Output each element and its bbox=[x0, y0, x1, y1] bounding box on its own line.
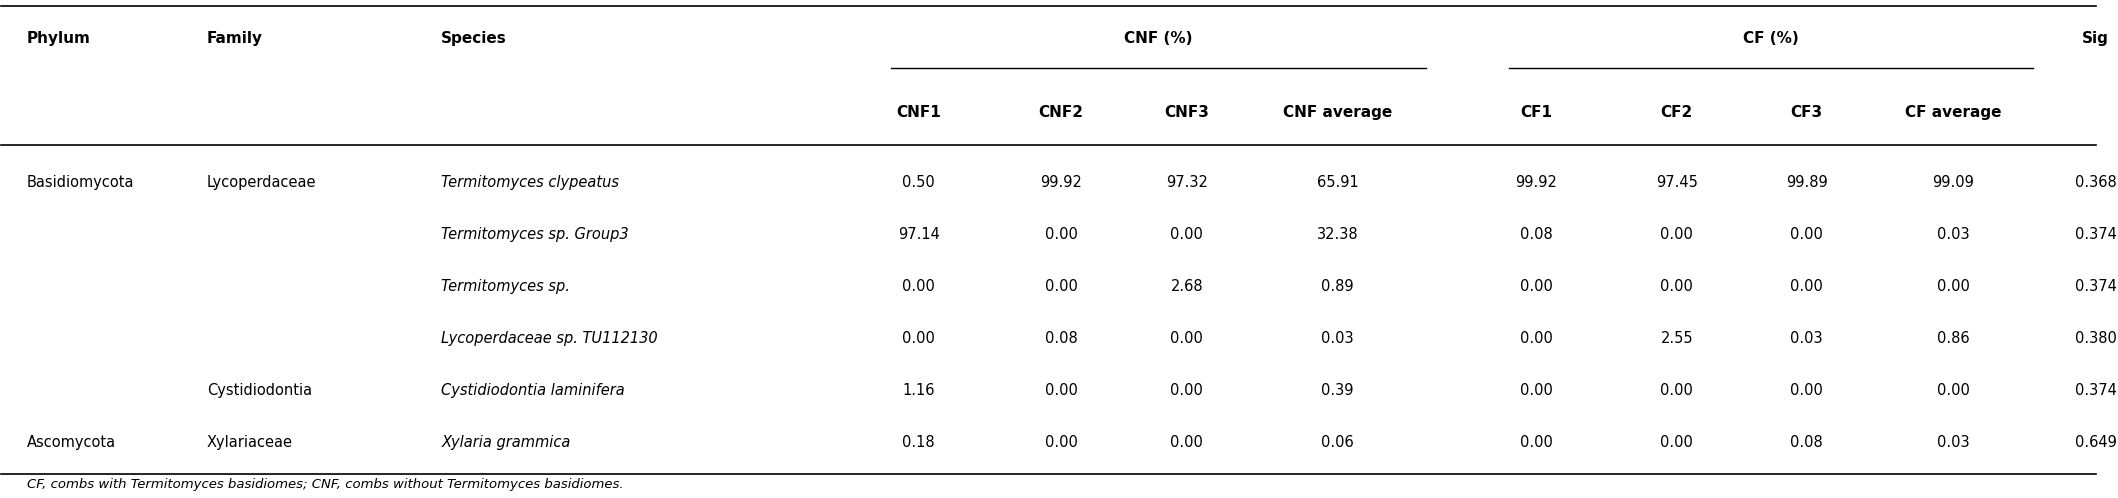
Text: 0.00: 0.00 bbox=[1171, 435, 1203, 450]
Text: 0.00: 0.00 bbox=[1661, 227, 1692, 242]
Text: Lycoperdaceae sp. TU112130: Lycoperdaceae sp. TU112130 bbox=[441, 331, 659, 346]
Text: 99.09: 99.09 bbox=[1932, 175, 1974, 190]
Text: 0.00: 0.00 bbox=[1171, 382, 1203, 397]
Text: Species: Species bbox=[441, 31, 506, 46]
Text: 0.03: 0.03 bbox=[1322, 331, 1353, 346]
Text: Phylum: Phylum bbox=[28, 31, 91, 46]
Text: 0.00: 0.00 bbox=[1790, 227, 1824, 242]
Text: Termitomyces clypeatus: Termitomyces clypeatus bbox=[441, 175, 618, 190]
Text: 2.55: 2.55 bbox=[1661, 331, 1692, 346]
Text: CF average: CF average bbox=[1904, 105, 2002, 121]
Text: 2.68: 2.68 bbox=[1171, 279, 1203, 294]
Text: CNF (%): CNF (%) bbox=[1125, 31, 1192, 46]
Text: 65.91: 65.91 bbox=[1317, 175, 1358, 190]
Text: 0.08: 0.08 bbox=[1521, 227, 1552, 242]
Text: 0.08: 0.08 bbox=[1790, 435, 1824, 450]
Text: 0.380: 0.380 bbox=[2076, 331, 2116, 346]
Text: CF1: CF1 bbox=[1521, 105, 1552, 121]
Text: 0.00: 0.00 bbox=[1936, 279, 1970, 294]
Text: 0.00: 0.00 bbox=[1790, 279, 1824, 294]
Text: 0.08: 0.08 bbox=[1044, 331, 1078, 346]
Text: 0.00: 0.00 bbox=[1171, 227, 1203, 242]
Text: 99.92: 99.92 bbox=[1040, 175, 1082, 190]
Text: CNF2: CNF2 bbox=[1038, 105, 1084, 121]
Text: Lycoperdaceae: Lycoperdaceae bbox=[208, 175, 316, 190]
Text: 0.374: 0.374 bbox=[2076, 382, 2116, 397]
Text: 97.45: 97.45 bbox=[1656, 175, 1699, 190]
Text: 0.00: 0.00 bbox=[1661, 435, 1692, 450]
Text: CF, combs with Termitomyces basidiomes; CNF, combs without Termitomyces basidiom: CF, combs with Termitomyces basidiomes; … bbox=[28, 478, 623, 491]
Text: 0.03: 0.03 bbox=[1938, 435, 1970, 450]
Text: CNF average: CNF average bbox=[1284, 105, 1392, 121]
Text: 97.32: 97.32 bbox=[1165, 175, 1207, 190]
Text: Xylariaceae: Xylariaceae bbox=[208, 435, 292, 450]
Text: 0.00: 0.00 bbox=[1521, 331, 1552, 346]
Text: 0.03: 0.03 bbox=[1790, 331, 1824, 346]
Text: 0.00: 0.00 bbox=[902, 279, 936, 294]
Text: CF (%): CF (%) bbox=[1743, 31, 1798, 46]
Text: 0.50: 0.50 bbox=[902, 175, 934, 190]
Text: Termitomyces sp. Group3: Termitomyces sp. Group3 bbox=[441, 227, 629, 242]
Text: 0.89: 0.89 bbox=[1322, 279, 1353, 294]
Text: 1.16: 1.16 bbox=[902, 382, 934, 397]
Text: 0.06: 0.06 bbox=[1322, 435, 1353, 450]
Text: 0.00: 0.00 bbox=[902, 331, 936, 346]
Text: 0.18: 0.18 bbox=[902, 435, 934, 450]
Text: 0.00: 0.00 bbox=[1521, 382, 1552, 397]
Text: 0.00: 0.00 bbox=[1521, 279, 1552, 294]
Text: 0.00: 0.00 bbox=[1936, 382, 1970, 397]
Text: 0.374: 0.374 bbox=[2076, 279, 2116, 294]
Text: 0.00: 0.00 bbox=[1044, 227, 1078, 242]
Text: CNF1: CNF1 bbox=[896, 105, 940, 121]
Text: 32.38: 32.38 bbox=[1317, 227, 1358, 242]
Text: 0.00: 0.00 bbox=[1171, 331, 1203, 346]
Text: 0.03: 0.03 bbox=[1938, 227, 1970, 242]
Text: Ascomycota: Ascomycota bbox=[28, 435, 116, 450]
Text: 0.00: 0.00 bbox=[1044, 435, 1078, 450]
Text: CF2: CF2 bbox=[1661, 105, 1692, 121]
Text: Xylaria grammica: Xylaria grammica bbox=[441, 435, 570, 450]
Text: 0.368: 0.368 bbox=[2076, 175, 2116, 190]
Text: 99.89: 99.89 bbox=[1785, 175, 1828, 190]
Text: 0.86: 0.86 bbox=[1938, 331, 1970, 346]
Text: 0.649: 0.649 bbox=[2076, 435, 2116, 450]
Text: 0.00: 0.00 bbox=[1661, 382, 1692, 397]
Text: 99.92: 99.92 bbox=[1516, 175, 1557, 190]
Text: 0.00: 0.00 bbox=[1790, 382, 1824, 397]
Text: 0.39: 0.39 bbox=[1322, 382, 1353, 397]
Text: Cystidiodontia: Cystidiodontia bbox=[208, 382, 311, 397]
Text: Basidiomycota: Basidiomycota bbox=[28, 175, 133, 190]
Text: 0.00: 0.00 bbox=[1044, 382, 1078, 397]
Text: CNF3: CNF3 bbox=[1165, 105, 1209, 121]
Text: Termitomyces sp.: Termitomyces sp. bbox=[441, 279, 570, 294]
Text: 0.00: 0.00 bbox=[1521, 435, 1552, 450]
Text: Sig: Sig bbox=[2082, 31, 2110, 46]
Text: 0.374: 0.374 bbox=[2076, 227, 2116, 242]
Text: 0.00: 0.00 bbox=[1044, 279, 1078, 294]
Text: Family: Family bbox=[208, 31, 263, 46]
Text: Cystidiodontia laminifera: Cystidiodontia laminifera bbox=[441, 382, 625, 397]
Text: CF3: CF3 bbox=[1790, 105, 1824, 121]
Text: 97.14: 97.14 bbox=[898, 227, 940, 242]
Text: 0.00: 0.00 bbox=[1661, 279, 1692, 294]
